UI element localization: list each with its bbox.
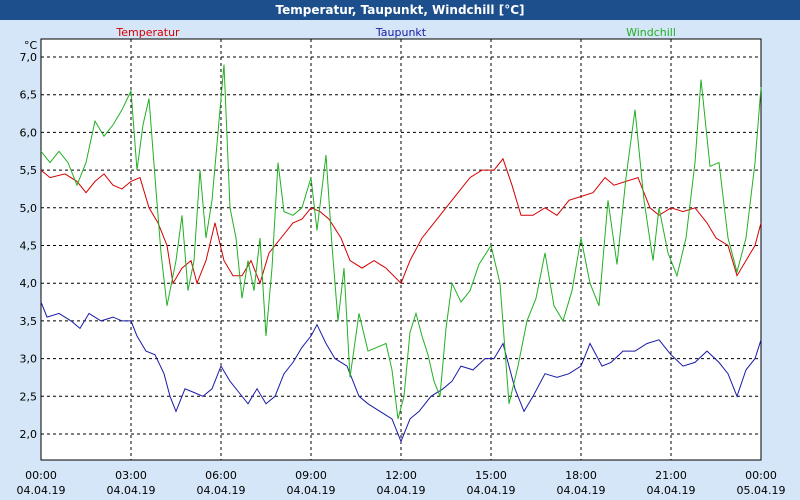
legend-taupunkt: Taupunkt — [375, 26, 427, 39]
x-tick-date: 04.04.19 — [287, 484, 336, 497]
y-tick-label: 3,0 — [20, 353, 38, 366]
y-tick-label: 4,0 — [20, 277, 38, 290]
x-tick-time: 12:00 — [385, 469, 417, 482]
y-axis: 7,0 6,5 6,0 5,5 5,0 4,5 4,0 3,5 3,0 2,5 2,0 — [20, 51, 38, 441]
y-tick-label: 5,0 — [20, 202, 38, 215]
x-tick-date: 04.04.19 — [557, 484, 606, 497]
x-tick-time: 15:00 — [475, 469, 507, 482]
x-tick-time: 21:00 — [655, 469, 687, 482]
chart-title: Temperatur, Taupunkt, Windchill [°C] — [0, 0, 800, 20]
y-tick-label: 4,5 — [20, 240, 38, 253]
series-lines — [40, 64, 762, 443]
y-tick-label: 3,5 — [20, 315, 38, 328]
legend-temperatur: Temperatur — [115, 26, 180, 39]
x-tick-date: 04.04.19 — [107, 484, 156, 497]
legend-windchill: Windchill — [626, 26, 676, 39]
grid-lines — [41, 39, 761, 460]
x-tick-time: 18:00 — [565, 469, 597, 482]
y-unit-label: °C — [24, 39, 38, 52]
y-tick-label: 2,5 — [20, 390, 38, 403]
x-tick-date: 04.04.19 — [197, 484, 246, 497]
x-tick-time: 00:00 — [745, 469, 777, 482]
series-line-temperatur — [40, 157, 762, 285]
y-tick-label: 5,5 — [20, 164, 38, 177]
y-tick-label: 6,5 — [20, 89, 38, 102]
x-tick-time: 06:00 — [205, 469, 237, 482]
y-tick-label: 6,0 — [20, 126, 38, 139]
series-line-taupunkt — [40, 301, 762, 443]
x-tick-date: 04.04.19 — [17, 484, 66, 497]
x-tick-time: 03:00 — [115, 469, 147, 482]
y-tick-label: 2,0 — [20, 428, 38, 441]
x-tick-date: 04.04.19 — [647, 484, 696, 497]
x-axis: 00:00 04.04.19 03:00 04.04.19 06:00 04.04.19 0… — [17, 469, 786, 497]
x-tick-date: 05.04.19 — [737, 484, 786, 497]
x-tick-date: 04.04.19 — [377, 484, 426, 497]
x-tick-date: 04.04.19 — [467, 484, 516, 497]
x-tick-time: 00:00 — [25, 469, 57, 482]
x-tick-time: 09:00 — [295, 469, 327, 482]
series-line-windchill — [40, 64, 762, 420]
y-tick-label: 7,0 — [20, 51, 38, 64]
